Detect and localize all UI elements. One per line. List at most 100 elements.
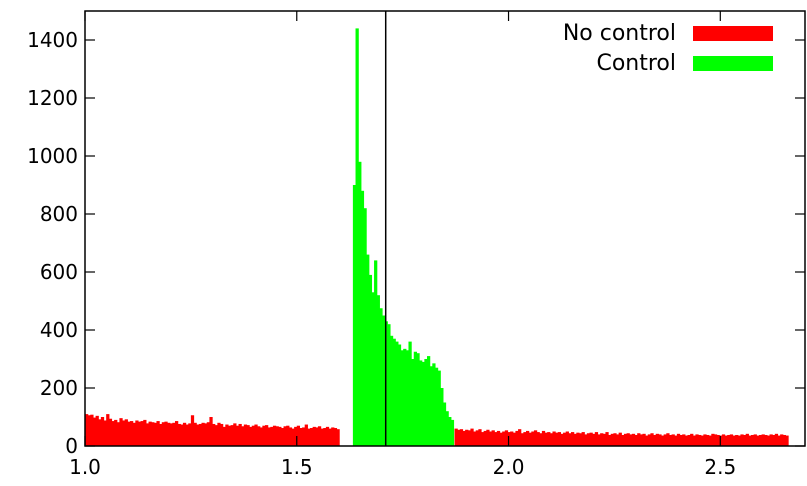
no-control-bar [727, 434, 731, 446]
no-control-bar [486, 429, 490, 446]
no-control-bar [560, 433, 564, 446]
no-control-bar [267, 427, 271, 446]
no-control-bar [473, 431, 477, 446]
no-control-bar [737, 435, 742, 446]
no-control-bar [156, 421, 160, 446]
no-control-bar [122, 420, 126, 446]
no-control-bar [233, 423, 237, 446]
no-control-bar [286, 425, 290, 446]
y-tick-label: 800 [40, 202, 78, 226]
no-control-bar [613, 433, 617, 446]
no-control-bar [729, 434, 734, 446]
control-bar [397, 344, 402, 446]
no-control-bar [592, 433, 596, 446]
no-control-bar [457, 429, 461, 446]
no-control-bar [698, 434, 702, 446]
no-control-bar [100, 417, 105, 446]
no-control-bar [602, 433, 607, 446]
no-control-bar [690, 433, 694, 446]
control-bar [371, 292, 375, 446]
no-control-bar [748, 435, 752, 446]
no-control-bar [272, 425, 277, 446]
no-control-bar [190, 415, 195, 446]
no-control-bar [552, 431, 556, 446]
no-control-bar [547, 432, 551, 446]
no-control-bar [161, 422, 166, 446]
series-control-bars [352, 28, 455, 447]
no-control-bar [586, 433, 591, 446]
no-control-bar [647, 434, 652, 446]
legend-label-no-control: No control [563, 21, 676, 46]
control-bar [429, 366, 433, 446]
no-control-bar [467, 430, 472, 446]
no-control-bar [668, 434, 673, 446]
control-bar [392, 338, 396, 446]
control-bar [442, 402, 447, 446]
no-control-bar [533, 430, 538, 446]
no-control-bar [241, 426, 245, 446]
no-control-bar [584, 434, 588, 446]
no-control-bar [616, 434, 620, 446]
no-control-bar [106, 414, 110, 446]
no-control-bar [214, 425, 218, 446]
no-control-bar [259, 427, 263, 446]
no-control-bar [323, 428, 327, 446]
no-control-bar [119, 418, 123, 446]
no-control-bar [217, 422, 221, 446]
legend-swatch-no-control [693, 26, 773, 41]
y-tick-label: 1400 [27, 28, 78, 52]
y-tick-label: 600 [40, 260, 78, 284]
no-control-bar [320, 428, 324, 446]
no-control-bar [782, 434, 787, 446]
no-control-bar [488, 431, 493, 446]
control-bar [366, 254, 370, 446]
no-control-bar [713, 434, 718, 446]
no-control-bar [188, 423, 192, 446]
no-control-bar [251, 425, 256, 446]
x-tick-label: 1.5 [281, 455, 313, 479]
control-bar [440, 388, 444, 446]
control-bar [421, 361, 425, 446]
no-control-bar [610, 433, 614, 446]
no-control-bar [201, 422, 205, 446]
no-control-bar [578, 433, 583, 446]
no-control-bar [499, 432, 503, 446]
no-control-bar [756, 435, 760, 446]
control-bar [358, 161, 362, 447]
no-control-bar [148, 421, 152, 446]
no-control-bar [238, 423, 242, 446]
no-control-bar [666, 433, 670, 446]
no-control-bar [294, 426, 298, 446]
no-control-bar [528, 432, 532, 446]
no-control-bar [478, 429, 482, 446]
no-control-bar [740, 434, 744, 446]
no-control-bar [177, 423, 181, 446]
no-control-bar [629, 434, 633, 446]
no-control-bar [98, 419, 102, 446]
control-bar [374, 260, 378, 446]
no-control-bar [526, 430, 530, 446]
control-bar [419, 360, 423, 446]
no-control-bar [151, 422, 155, 446]
no-control-bar [325, 426, 330, 446]
no-control-bar [108, 418, 113, 446]
control-bar [408, 341, 412, 446]
no-control-bar [539, 433, 543, 446]
no-control-bar [312, 426, 316, 446]
control-bar [355, 28, 359, 447]
no-control-bar [206, 422, 211, 446]
no-control-bar [565, 431, 569, 446]
no-control-bar [220, 423, 224, 446]
no-control-bar [193, 422, 197, 446]
control-bar [424, 359, 428, 446]
control-bar [382, 315, 386, 446]
no-control-bar [600, 433, 604, 446]
control-bar [395, 341, 399, 446]
no-control-bar [758, 434, 763, 446]
control-bar [352, 185, 357, 446]
no-control-bar [95, 415, 99, 446]
control-bar [450, 419, 455, 446]
no-control-bar [333, 428, 338, 446]
no-control-bar [164, 421, 168, 446]
no-control-bar [684, 435, 689, 446]
